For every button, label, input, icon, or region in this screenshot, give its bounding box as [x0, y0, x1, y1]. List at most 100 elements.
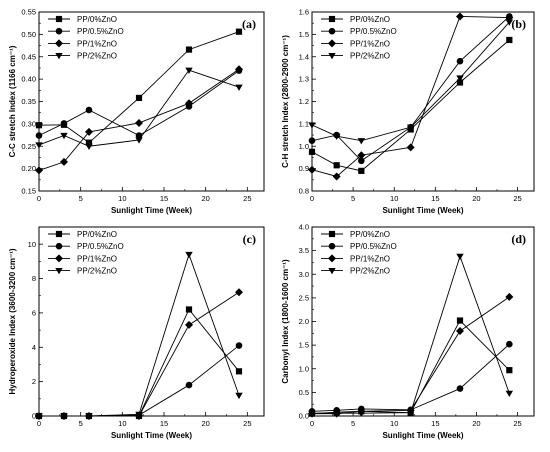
x-tick-label: 10	[390, 194, 398, 203]
data-point	[308, 122, 316, 129]
legend-marker	[328, 254, 336, 263]
series-pp-2-zno	[35, 251, 243, 420]
legend-marker	[328, 268, 336, 275]
data-point	[85, 143, 93, 150]
legend-label: PP/0.5%ZnO	[350, 242, 397, 251]
data-point	[185, 46, 193, 53]
x-tick-label: 5	[351, 419, 355, 428]
x-tick-label: 0	[310, 194, 314, 203]
data-point	[235, 342, 243, 349]
legend-item: PP/2%ZnO	[321, 267, 390, 276]
data-point	[35, 132, 43, 139]
legend-marker	[55, 230, 63, 238]
data-point	[332, 410, 341, 417]
x-tick-label: 25	[243, 419, 251, 428]
y-tick-label: 8	[32, 274, 36, 283]
data-point	[456, 317, 464, 324]
data-point	[85, 127, 93, 136]
legend-marker	[328, 53, 336, 60]
panel-d: 0 5 10 15 20 25 0.0 0.5 1.0 1.5 2.0 2.5 3.0 3.5 4.0 Sun…	[281, 223, 535, 440]
data-point	[35, 413, 43, 420]
legend-label: PP/0.5%ZnO	[350, 27, 397, 36]
data-point	[332, 172, 341, 181]
series-line	[312, 254, 510, 414]
data-point	[357, 138, 366, 145]
x-tick-label: 0	[37, 419, 41, 428]
y-tick-label: 0.30	[21, 119, 36, 128]
data-point	[456, 79, 464, 86]
series-pp-0-5-zno	[308, 340, 513, 415]
y-tick-label: 1.0	[299, 142, 309, 151]
y-tick-label: 4.0	[299, 223, 309, 232]
panel-c: 0 5 10 15 20 25 0 2 4 6 8 10 Sunlight Time (Week) Hyd…	[8, 226, 265, 440]
data-point	[406, 410, 415, 417]
data-point	[406, 124, 415, 131]
x-tick-label: 0	[310, 419, 314, 428]
data-point	[235, 392, 243, 400]
series-pp-0-zno	[35, 28, 243, 146]
y-tick-label: 3.5	[299, 246, 309, 255]
legend-item: PP/0.5%ZnO	[321, 27, 397, 36]
legend-marker	[55, 15, 63, 23]
legend-label: PP/2%ZnO	[350, 267, 390, 276]
x-tick-label: 10	[390, 419, 398, 428]
legend-marker	[55, 254, 63, 263]
x-tick-label: 20	[201, 419, 209, 428]
y-tick-label: 2.5	[299, 293, 309, 302]
data-point	[333, 162, 340, 169]
data-point	[456, 326, 464, 335]
x-axis-label: Sunlight Time (Week)	[111, 431, 192, 440]
legend-item: PP/2%ZnO	[321, 52, 390, 61]
y-axis-label: Hydroperoxide Index (3600-3200 cm⁻¹)	[8, 248, 17, 394]
series-line	[38, 31, 240, 144]
legend-label: PP/0.5%ZnO	[77, 27, 124, 36]
legend-marker	[328, 27, 336, 35]
y-tick-label: 1.2	[299, 97, 309, 106]
data-point	[185, 306, 193, 313]
data-point	[60, 413, 68, 420]
legend-label: PP/0%ZnO	[77, 230, 117, 239]
legend-label: PP/0%ZnO	[350, 15, 390, 24]
y-tick-label: 0.20	[21, 164, 36, 173]
series-line	[38, 70, 240, 137]
data-point	[308, 137, 316, 144]
y-tick-label: 0.35	[21, 97, 36, 106]
data-point	[185, 381, 193, 389]
series-line	[311, 21, 510, 142]
legend: PP/0%ZnO PP/0.5%ZnO PP/1%ZnO PP/2%ZnO	[48, 15, 124, 61]
panel-label: (b)	[511, 17, 526, 31]
plot-frame	[311, 11, 535, 192]
legend: PP/0%ZnO PP/0.5%ZnO PP/1%ZnO PP/2%ZnO	[48, 230, 124, 276]
x-tick-label: 15	[431, 419, 439, 428]
data-point	[235, 28, 243, 35]
panel-a: 0 5 10 15 20 25 0.15 0.20 0.25 0.30 0.35 0.40 0.45 0.…	[8, 8, 265, 215]
panel-label: (d)	[511, 232, 526, 246]
series-line	[39, 253, 240, 417]
data-point	[135, 137, 143, 144]
legend-item: PP/1%ZnO	[321, 254, 390, 263]
legend-label: PP/2%ZnO	[350, 52, 390, 61]
data-point	[308, 148, 316, 155]
legend-marker	[55, 242, 63, 250]
data-point	[505, 390, 514, 398]
legend-marker	[328, 230, 336, 238]
x-tick-label: 10	[118, 419, 126, 428]
y-tick-label: 1.5	[299, 341, 309, 350]
legend-item: PP/0%ZnO	[48, 15, 117, 24]
series-pp-0-5-zno	[308, 13, 513, 165]
panel-b: 0 5 10 15 20 25 0.8 0.9 1.0 1.1 1.2 1.3 1.4 1.5 1.6 Sun…	[281, 8, 535, 215]
series-line	[311, 319, 510, 415]
legend-label: PP/1%ZnO	[350, 254, 390, 263]
y-tick-label: 0.5	[299, 388, 309, 397]
data-point	[358, 167, 365, 174]
y-tick-label: 0.9	[299, 164, 309, 173]
data-point	[506, 340, 513, 348]
legend-item: PP/1%ZnO	[48, 254, 117, 263]
series-line	[38, 68, 240, 171]
series-pp-1-zno	[308, 12, 514, 181]
y-tick-label: 0.0	[299, 412, 309, 421]
legend-marker	[55, 27, 63, 35]
legend-item: PP/2%ZnO	[48, 267, 117, 276]
y-tick-label: 0.50	[21, 30, 36, 39]
